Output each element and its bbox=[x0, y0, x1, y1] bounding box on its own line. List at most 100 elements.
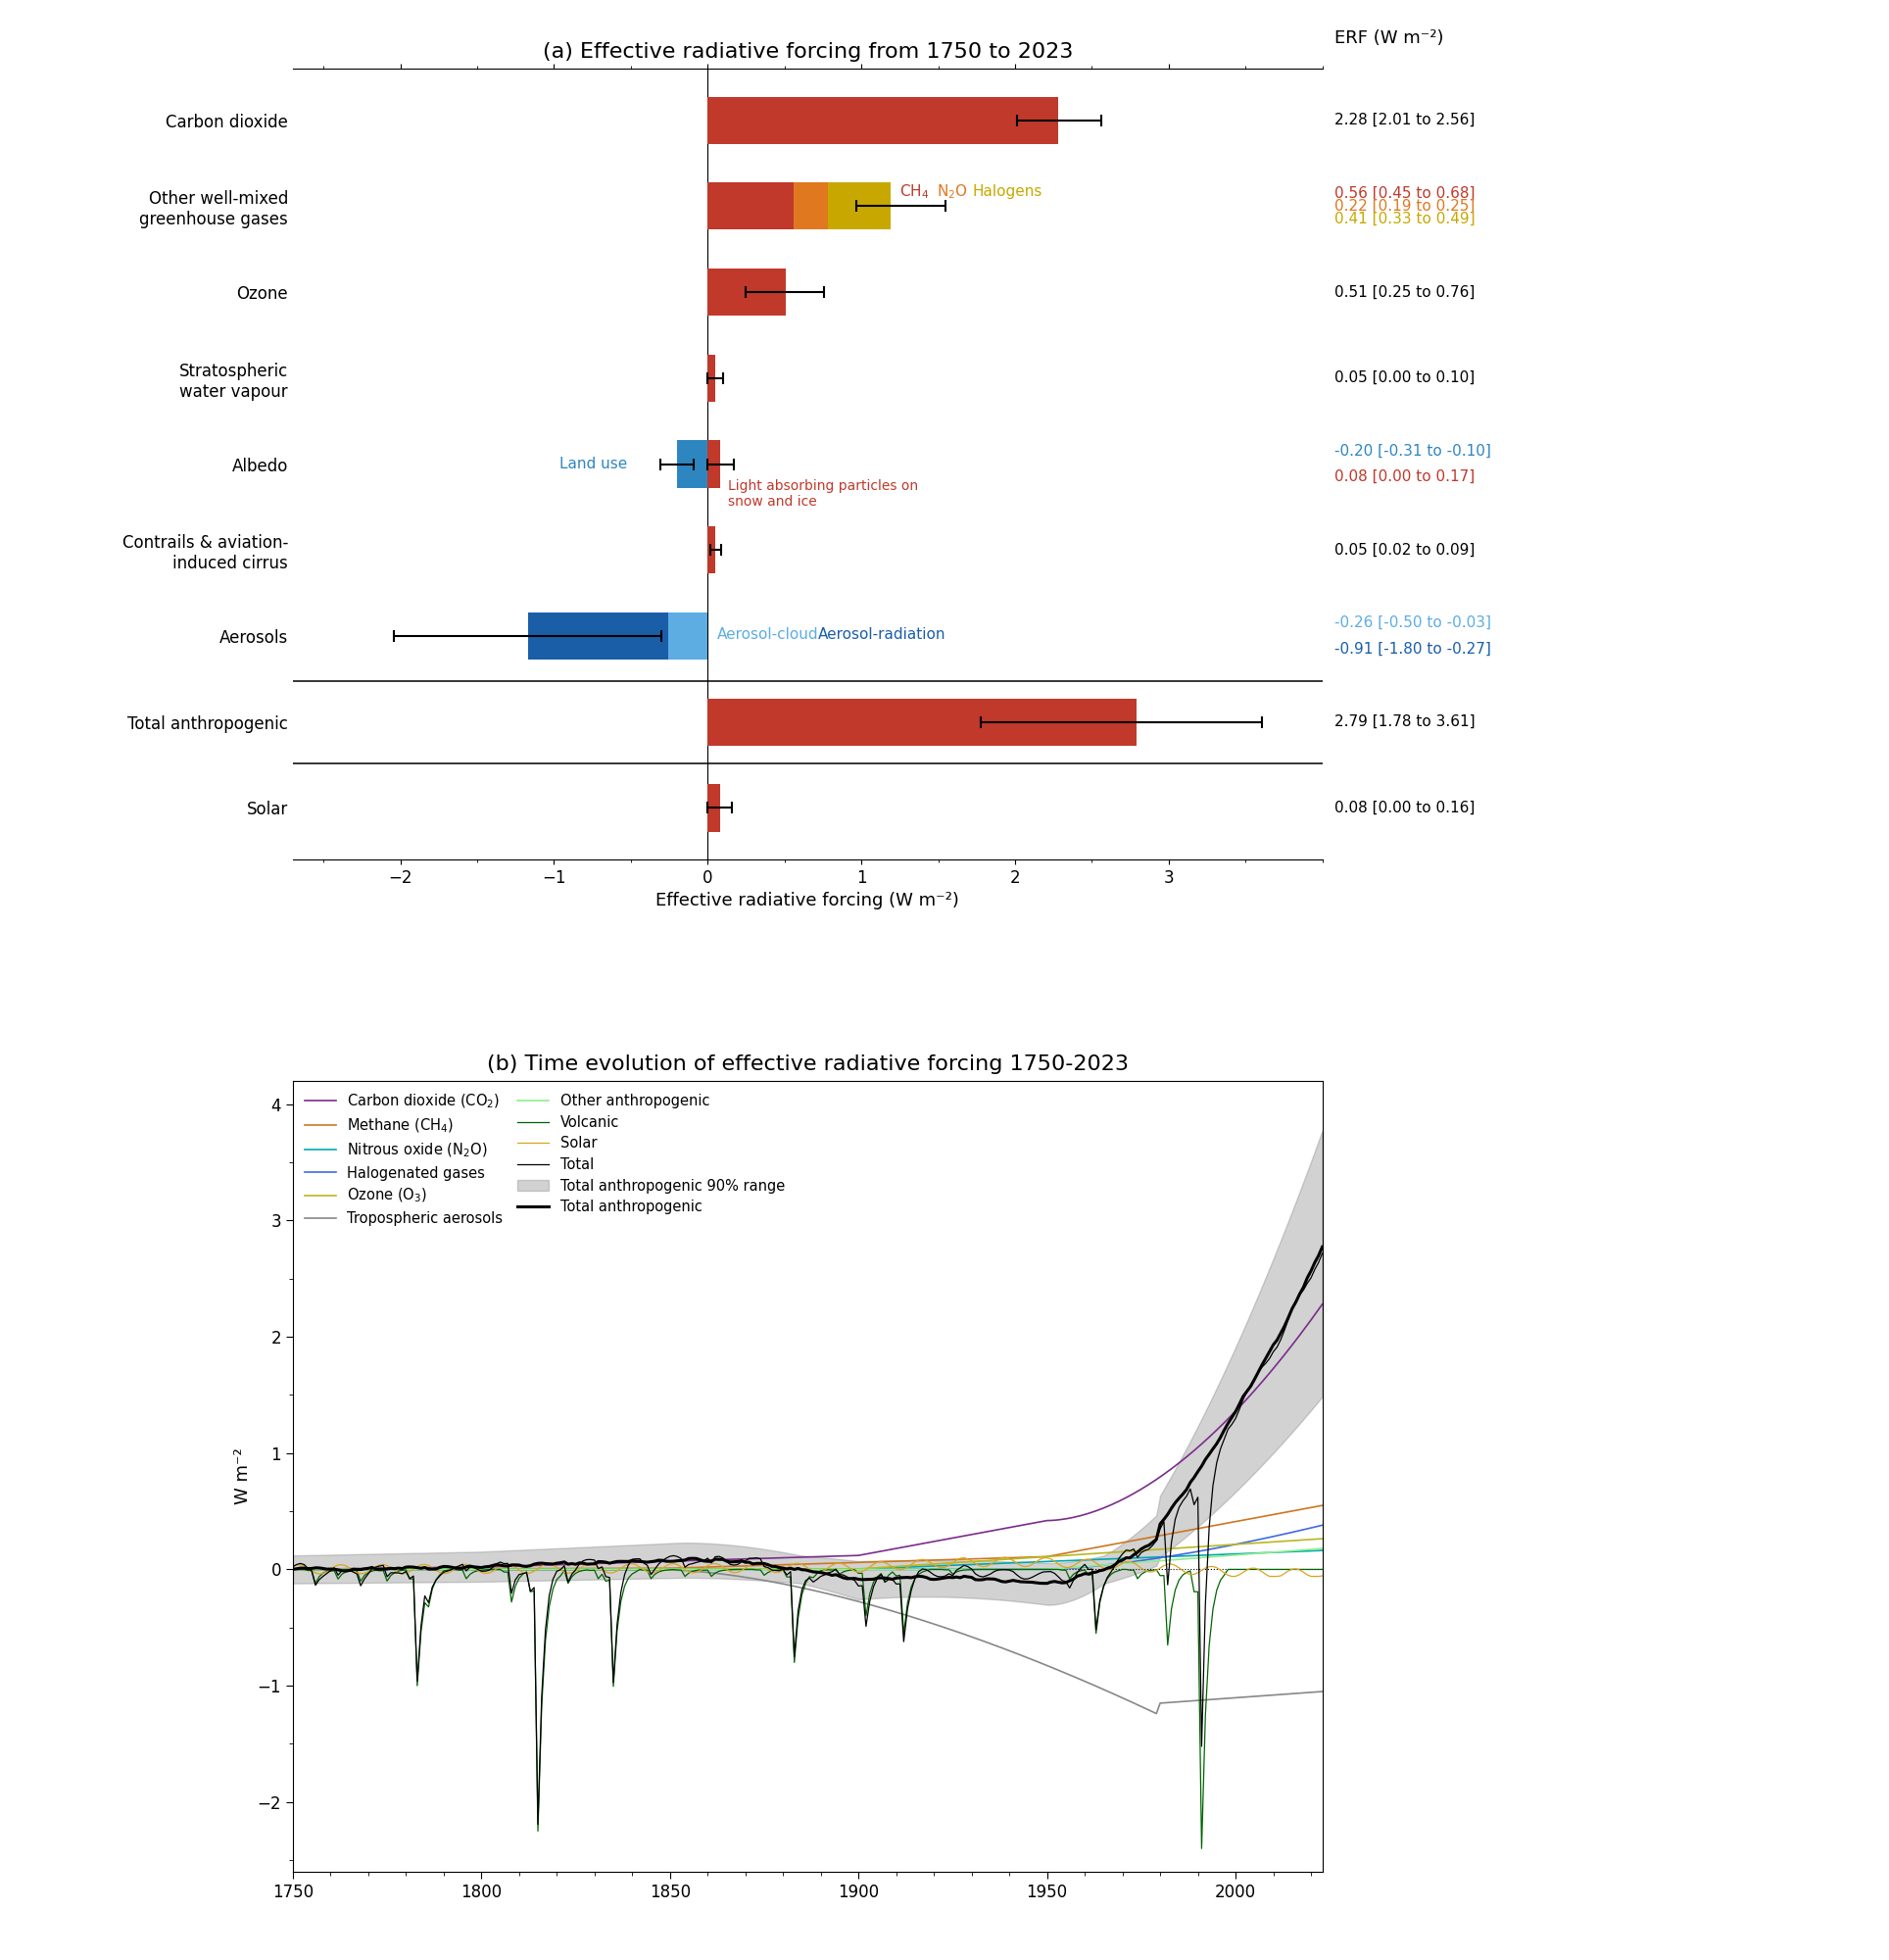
Volcanic bbox=[997, 1558, 1020, 1582]
Ozone (O$_3$) bbox=[561, 1558, 584, 1582]
Nitrous oxide (N$_2$O) bbox=[368, 1558, 391, 1582]
Legend: Carbon dioxide (CO$_2$), Methane (CH$_4$), Nitrous oxide (N$_2$O), Halogenated g: Carbon dioxide (CO$_2$), Methane (CH$_4$… bbox=[300, 1088, 790, 1231]
Halogenated gases bbox=[1167, 1543, 1190, 1566]
Carbon dioxide (CO$_2$) bbox=[997, 1515, 1020, 1539]
Line: Nitrous oxide (N$_2$O): Nitrous oxide (N$_2$O) bbox=[293, 1550, 1322, 1570]
Total bbox=[1001, 1560, 1024, 1584]
Text: 0.41 [0.33 to 0.49]: 0.41 [0.33 to 0.49] bbox=[1336, 212, 1475, 227]
Carbon dioxide (CO$_2$) bbox=[1311, 1292, 1334, 1315]
Text: -0.26 [-0.50 to -0.03]: -0.26 [-0.50 to -0.03] bbox=[1336, 615, 1490, 631]
Solar bbox=[1096, 1558, 1118, 1582]
Methane (CH$_4$) bbox=[561, 1556, 584, 1580]
Total anthropogenic bbox=[1171, 1482, 1194, 1505]
Solar bbox=[561, 1560, 584, 1584]
Carbon dioxide (CO$_2$) bbox=[368, 1556, 391, 1580]
Methane (CH$_4$) bbox=[281, 1558, 304, 1582]
Other anthropogenic bbox=[368, 1558, 391, 1582]
Text: Land use: Land use bbox=[559, 457, 627, 472]
Total anthropogenic bbox=[561, 1552, 584, 1576]
Methane (CH$_4$) bbox=[1167, 1521, 1190, 1544]
Text: ERF (W m⁻²): ERF (W m⁻²) bbox=[1336, 29, 1443, 47]
Solar bbox=[1001, 1548, 1024, 1572]
Tropospheric aerosols bbox=[1171, 1690, 1194, 1713]
Solar bbox=[1311, 1564, 1334, 1588]
Text: CH$_4$: CH$_4$ bbox=[899, 182, 929, 200]
Volcanic bbox=[281, 1558, 304, 1582]
Bar bbox=[708, 441, 720, 488]
Volcanic bbox=[368, 1558, 391, 1582]
Bar bbox=[667, 612, 708, 661]
Nitrous oxide (N$_2$O) bbox=[561, 1558, 584, 1582]
Halogenated gases bbox=[281, 1558, 304, 1582]
Title: (a) Effective radiative forcing from 1750 to 2023: (a) Effective radiative forcing from 175… bbox=[542, 41, 1073, 61]
Other anthropogenic bbox=[561, 1558, 584, 1582]
Ozone (O$_3$) bbox=[281, 1558, 304, 1582]
Volcanic bbox=[689, 1558, 712, 1582]
Text: 0.08 [0.00 to 0.17]: 0.08 [0.00 to 0.17] bbox=[1336, 470, 1475, 484]
Tropospheric aerosols bbox=[1145, 1701, 1167, 1725]
Methane (CH$_4$) bbox=[689, 1556, 712, 1580]
Line: Ozone (O$_3$): Ozone (O$_3$) bbox=[293, 1539, 1322, 1570]
Nitrous oxide (N$_2$O) bbox=[689, 1558, 712, 1582]
Tropospheric aerosols bbox=[1092, 1678, 1115, 1701]
Total bbox=[527, 1813, 550, 1837]
Carbon dioxide (CO$_2$) bbox=[281, 1558, 304, 1582]
Ozone (O$_3$) bbox=[368, 1558, 391, 1582]
Total anthropogenic bbox=[281, 1558, 304, 1582]
Carbon dioxide (CO$_2$) bbox=[1092, 1495, 1115, 1519]
Solar bbox=[689, 1558, 712, 1582]
Other anthropogenic bbox=[997, 1558, 1020, 1582]
Halogenated gases bbox=[1092, 1554, 1115, 1578]
Halogenated gases bbox=[1311, 1513, 1334, 1537]
Total anthropogenic bbox=[368, 1558, 391, 1582]
Line: Tropospheric aerosols: Tropospheric aerosols bbox=[293, 1570, 1322, 1713]
Line: Halogenated gases: Halogenated gases bbox=[293, 1525, 1322, 1570]
Ozone (O$_3$) bbox=[1311, 1527, 1334, 1550]
Bar bbox=[708, 784, 720, 831]
Halogenated gases bbox=[368, 1558, 391, 1582]
Text: Light absorbing particles on
snow and ice: Light absorbing particles on snow and ic… bbox=[727, 480, 918, 510]
Bar bbox=[827, 182, 890, 229]
Text: Halogens: Halogens bbox=[973, 184, 1043, 198]
Ozone (O$_3$) bbox=[997, 1546, 1020, 1570]
Line: Total: Total bbox=[293, 1252, 1322, 1825]
Other anthropogenic bbox=[1167, 1548, 1190, 1572]
Volcanic bbox=[1311, 1558, 1334, 1582]
Line: Solar: Solar bbox=[293, 1558, 1322, 1576]
Total anthropogenic bbox=[997, 1570, 1020, 1593]
Text: 0.05 [0.00 to 0.10]: 0.05 [0.00 to 0.10] bbox=[1336, 370, 1475, 386]
Methane (CH$_4$) bbox=[1311, 1494, 1334, 1517]
Text: N$_2$O: N$_2$O bbox=[937, 182, 967, 200]
Halogenated gases bbox=[997, 1558, 1020, 1582]
Total bbox=[565, 1558, 587, 1582]
Text: -0.20 [-0.31 to -0.10]: -0.20 [-0.31 to -0.10] bbox=[1336, 443, 1490, 459]
Bar bbox=[708, 698, 1137, 745]
Nitrous oxide (N$_2$O) bbox=[1311, 1539, 1334, 1562]
Nitrous oxide (N$_2$O) bbox=[1092, 1548, 1115, 1572]
Volcanic bbox=[1092, 1576, 1115, 1599]
Tropospheric aerosols bbox=[281, 1558, 304, 1582]
Solar bbox=[368, 1552, 391, 1576]
Volcanic bbox=[1190, 1837, 1213, 1860]
Ozone (O$_3$) bbox=[1167, 1537, 1190, 1560]
Volcanic bbox=[1167, 1568, 1190, 1592]
Total anthropogenic bbox=[1096, 1556, 1118, 1580]
Line: Methane (CH$_4$): Methane (CH$_4$) bbox=[293, 1505, 1322, 1570]
Carbon dioxide (CO$_2$) bbox=[689, 1548, 712, 1572]
Total anthropogenic bbox=[1311, 1235, 1334, 1258]
Bar bbox=[708, 269, 786, 316]
Tropospheric aerosols bbox=[368, 1558, 391, 1582]
Solar bbox=[281, 1554, 304, 1578]
Total bbox=[281, 1554, 304, 1578]
Tropospheric aerosols bbox=[1311, 1680, 1334, 1703]
Text: 0.51 [0.25 to 0.76]: 0.51 [0.25 to 0.76] bbox=[1336, 284, 1475, 300]
Text: Aerosol-cloud: Aerosol-cloud bbox=[718, 627, 818, 641]
Line: Volcanic: Volcanic bbox=[293, 1570, 1322, 1848]
Total bbox=[693, 1548, 716, 1572]
X-axis label: Effective radiative forcing (W m⁻²): Effective radiative forcing (W m⁻²) bbox=[655, 892, 960, 909]
Total bbox=[1096, 1566, 1118, 1590]
Carbon dioxide (CO$_2$) bbox=[561, 1552, 584, 1576]
Bar bbox=[708, 527, 716, 574]
Ozone (O$_3$) bbox=[1092, 1541, 1115, 1564]
Methane (CH$_4$) bbox=[1092, 1535, 1115, 1558]
